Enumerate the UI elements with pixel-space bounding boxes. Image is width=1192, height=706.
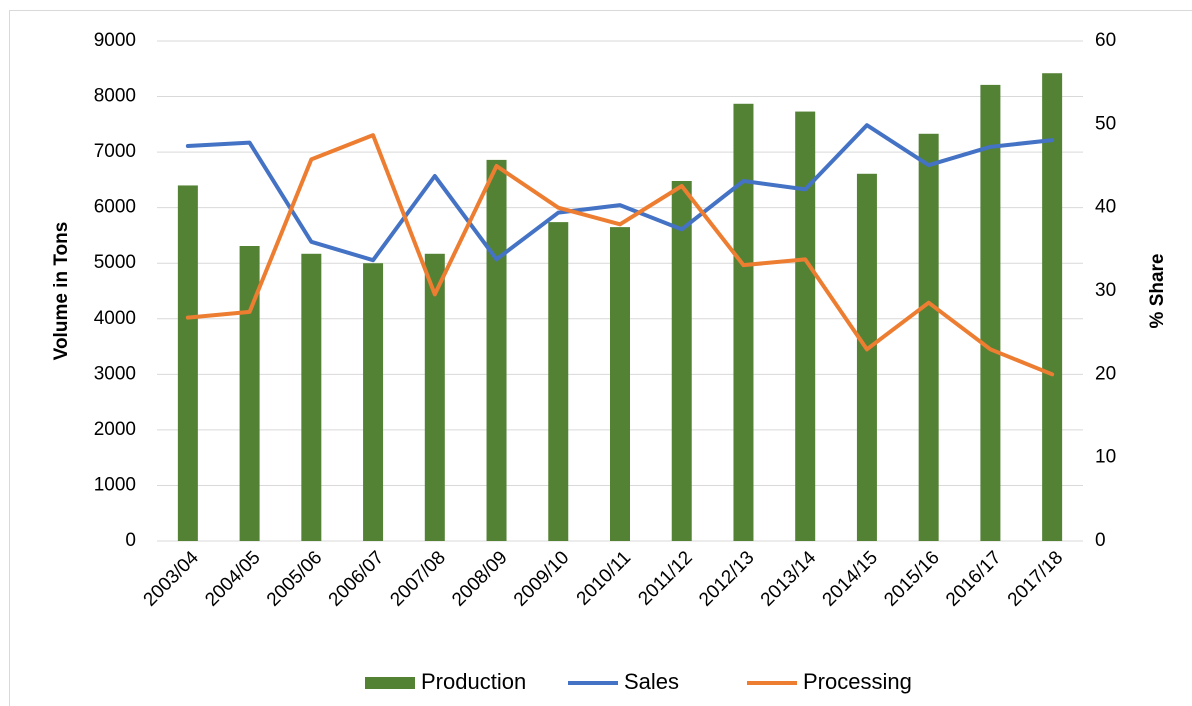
x-tick-label: 2005/06	[263, 547, 326, 610]
x-tick-label: 2017/18	[1004, 547, 1067, 610]
y-tick-label: 2000	[94, 419, 136, 440]
bar	[301, 253, 322, 541]
line-series	[185, 133, 1055, 377]
line-series	[185, 123, 1055, 263]
y-tick-label: 3000	[94, 363, 136, 384]
y2-tick-label: 0	[1095, 530, 1106, 551]
bar	[1042, 73, 1063, 541]
y-tick-label: 8000	[94, 86, 136, 107]
bar	[239, 246, 260, 541]
x-tick-label: 2013/14	[757, 547, 821, 611]
y-tick-label: 9000	[94, 30, 136, 51]
x-tick-label: 2009/10	[510, 547, 573, 610]
y2-tick-label: 10	[1095, 447, 1116, 468]
bar	[610, 227, 630, 541]
y-tick-label: 5000	[94, 252, 136, 273]
y2-tick-label: 60	[1095, 30, 1116, 51]
x-tick-label: 2014/15	[819, 547, 882, 610]
x-tick-label: 2012/13	[695, 547, 758, 610]
y2-tick-label: 20	[1095, 363, 1116, 384]
x-tick-label: 2010/11	[573, 547, 635, 609]
bar	[177, 185, 198, 541]
x-tick-label: 2004/05	[201, 547, 264, 610]
y-tick-label: 1000	[94, 474, 136, 495]
bar	[363, 263, 384, 541]
bar	[671, 181, 692, 541]
bar	[548, 222, 569, 541]
y-axis-label: Volume in Tons	[51, 222, 72, 361]
legend-swatch	[365, 677, 415, 689]
chart-frame	[9, 10, 1192, 706]
legend-label: Sales	[624, 669, 679, 694]
x-tick-label: 2016/17	[942, 547, 1005, 610]
x-tick-label: 2007/08	[386, 547, 449, 610]
x-tick-label: 2008/09	[448, 547, 511, 610]
bar	[980, 84, 1001, 541]
bar	[918, 133, 939, 541]
bar	[424, 253, 445, 541]
y2-tick-label: 30	[1095, 280, 1116, 301]
y2-axis-label: % Share	[1147, 254, 1168, 329]
x-tick-label: 2003/04	[140, 547, 204, 611]
y2-tick-label: 40	[1095, 197, 1116, 218]
x-tick-label: 2011/12	[634, 547, 696, 609]
bar	[795, 111, 816, 542]
y-tick-label: 6000	[94, 197, 136, 218]
legend-label: Processing	[803, 669, 912, 694]
bar	[486, 159, 507, 541]
x-tick-label: 2015/16	[880, 547, 943, 610]
x-tick-label: 2006/07	[325, 547, 388, 610]
bar	[856, 173, 877, 541]
bar	[733, 103, 754, 542]
y-tick-label: 0	[125, 530, 136, 551]
legend-label: Production	[421, 669, 526, 694]
y-tick-label: 4000	[94, 308, 136, 329]
y-tick-label: 7000	[94, 141, 136, 162]
y2-tick-label: 50	[1095, 113, 1116, 134]
